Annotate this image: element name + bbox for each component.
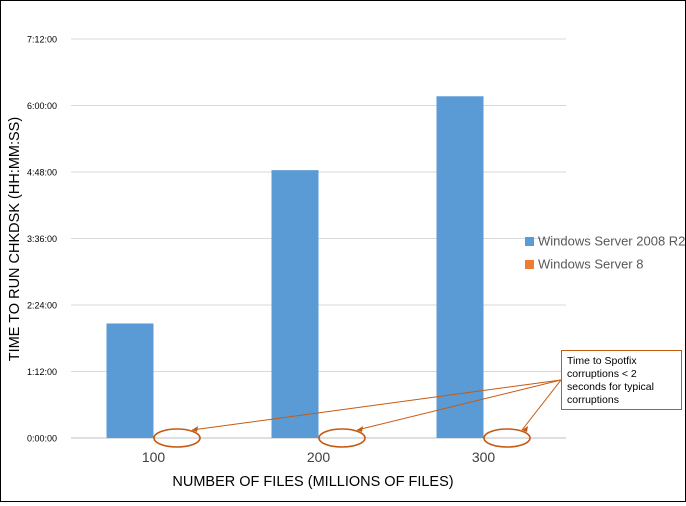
bar [271, 170, 319, 438]
leader-arrowhead [192, 426, 198, 432]
y-tick-label: 1:12:00 [27, 367, 57, 377]
highlight-ellipse [153, 428, 201, 448]
y-tick-label: 3:36:00 [27, 234, 57, 244]
bar [436, 96, 484, 438]
leader-line [356, 379, 562, 431]
annotation [153, 379, 562, 448]
bars [106, 96, 484, 438]
y-tick-labels: 0:00:00 1:12:00 2:24:00 3:36:00 4:48:00 6:00:… [27, 35, 57, 444]
legend-swatch [525, 237, 534, 246]
leader-line [521, 379, 562, 431]
bar [106, 323, 154, 438]
highlight-ellipse [483, 428, 531, 448]
leader-arrowhead [357, 426, 363, 432]
x-tick-label: 200 [307, 449, 331, 465]
x-tick-label: 300 [472, 449, 496, 465]
leader-line [191, 379, 562, 431]
x-tick-label: 100 [142, 449, 166, 465]
legend-label: Windows Server 8 [538, 257, 643, 272]
callout-box: Time to Spotfix corruptions < 2 seconds … [561, 350, 682, 410]
highlight-ellipse [318, 428, 366, 448]
y-axis-label: TIME TO RUN CHKDSK (HH:MM:SS) [7, 117, 23, 361]
y-tick-label: 2:24:00 [27, 301, 57, 311]
x-axis-label: NUMBER OF FILES (MILLIONS OF FILES) [172, 474, 453, 490]
y-tick-label: 7:12:00 [27, 35, 57, 45]
y-tick-label: 0:00:00 [27, 434, 57, 444]
legend-label: Windows Server 2008 R2 [538, 234, 685, 249]
y-tick-label: 4:48:00 [27, 168, 57, 178]
legend: Windows Server 2008 R2 Windows Server 8 [525, 234, 685, 272]
leader-arrowhead [522, 426, 528, 432]
y-tick-label: 6:00:00 [27, 101, 57, 111]
x-tick-labels: 100 200 300 [142, 449, 496, 465]
callout-text: Time to Spotfix corruptions < 2 seconds … [567, 355, 654, 406]
legend-swatch [525, 260, 534, 269]
